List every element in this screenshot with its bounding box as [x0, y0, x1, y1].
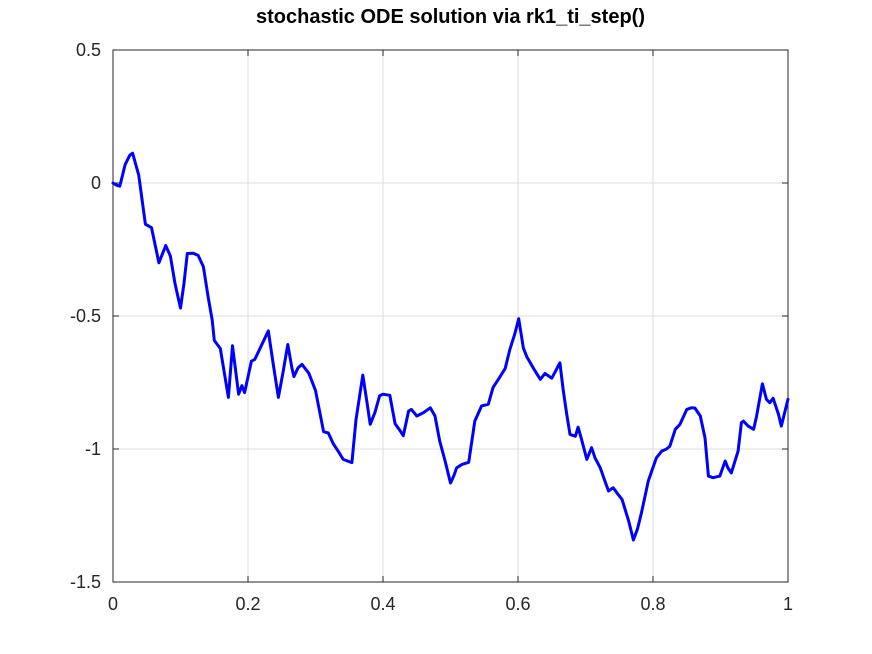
y-tick-label: -0.5 [70, 306, 101, 326]
x-tick-label: 1 [783, 594, 793, 614]
y-tick-label: 0.5 [76, 40, 101, 60]
x-tick-label: 0.8 [640, 594, 665, 614]
x-tick-label: 0 [108, 594, 118, 614]
x-tick-label: 0.6 [505, 594, 530, 614]
y-tick-label: 0 [91, 173, 101, 193]
x-tick-label: 0.2 [235, 594, 260, 614]
y-tick-label: -1.5 [70, 572, 101, 592]
y-tick-label: -1 [85, 439, 101, 459]
series-line [111, 151, 790, 542]
chart-title: stochastic ODE solution via rk1_ti_step(… [256, 6, 645, 28]
x-tick-label: 0.4 [370, 594, 395, 614]
